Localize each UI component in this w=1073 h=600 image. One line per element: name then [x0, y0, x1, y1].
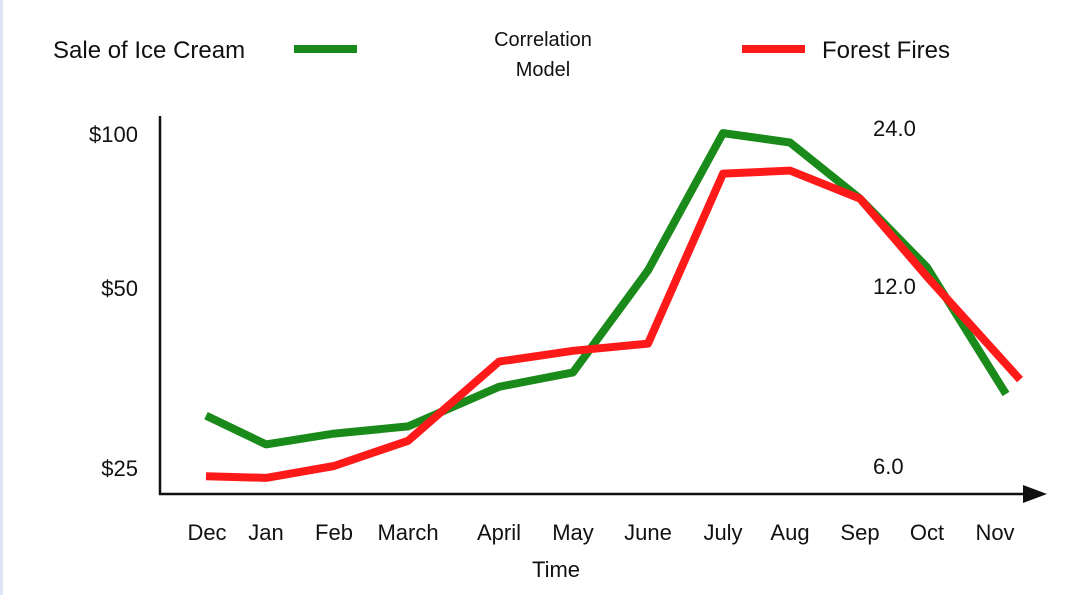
- x-tick-label: April: [477, 520, 521, 545]
- y-tick-label-left: $25: [101, 456, 138, 481]
- legend-label-ice-cream: Sale of Ice Cream: [53, 37, 245, 64]
- x-tick-label: Dec: [187, 520, 226, 545]
- chart-title-line-2: Model: [516, 59, 570, 81]
- chart-title-line-1: Correlation: [494, 29, 592, 51]
- x-tick-label: Oct: [910, 520, 944, 545]
- x-tick-label: June: [624, 520, 672, 545]
- series-layer: [204, 129, 1023, 482]
- x-tick-label: Feb: [315, 520, 353, 545]
- legend: Sale of Ice Cream Forest Fires: [53, 37, 950, 64]
- line-chart: Correlation Model Sale of Ice Cream Fore…: [53, 29, 1047, 582]
- y-tick-label-right: 24.0: [873, 116, 916, 141]
- legend-label-forest-fires: Forest Fires: [822, 37, 950, 64]
- x-tick-labels: Dec Jan Feb March April May June July Aug Sep Oct N…: [187, 520, 1014, 545]
- x-tick-label: Nov: [975, 520, 1014, 545]
- x-tick-label: March: [377, 520, 438, 545]
- x-axis-arrowhead: [1023, 485, 1047, 503]
- x-tick-label: July: [703, 520, 742, 545]
- x-tick-label: Sep: [840, 520, 879, 545]
- y-tick-label-left: $50: [101, 276, 138, 301]
- y-tick-label-right: 12.0: [873, 274, 916, 299]
- y-tick-label-left: $100: [89, 122, 138, 147]
- y-tick-label-right: 6.0: [873, 454, 904, 479]
- x-tick-label: May: [552, 520, 594, 545]
- series-line-forest-fires: [205, 166, 1023, 482]
- x-axis-title: Time: [532, 557, 580, 582]
- x-tick-label: Aug: [770, 520, 809, 545]
- x-tick-label: Jan: [248, 520, 283, 545]
